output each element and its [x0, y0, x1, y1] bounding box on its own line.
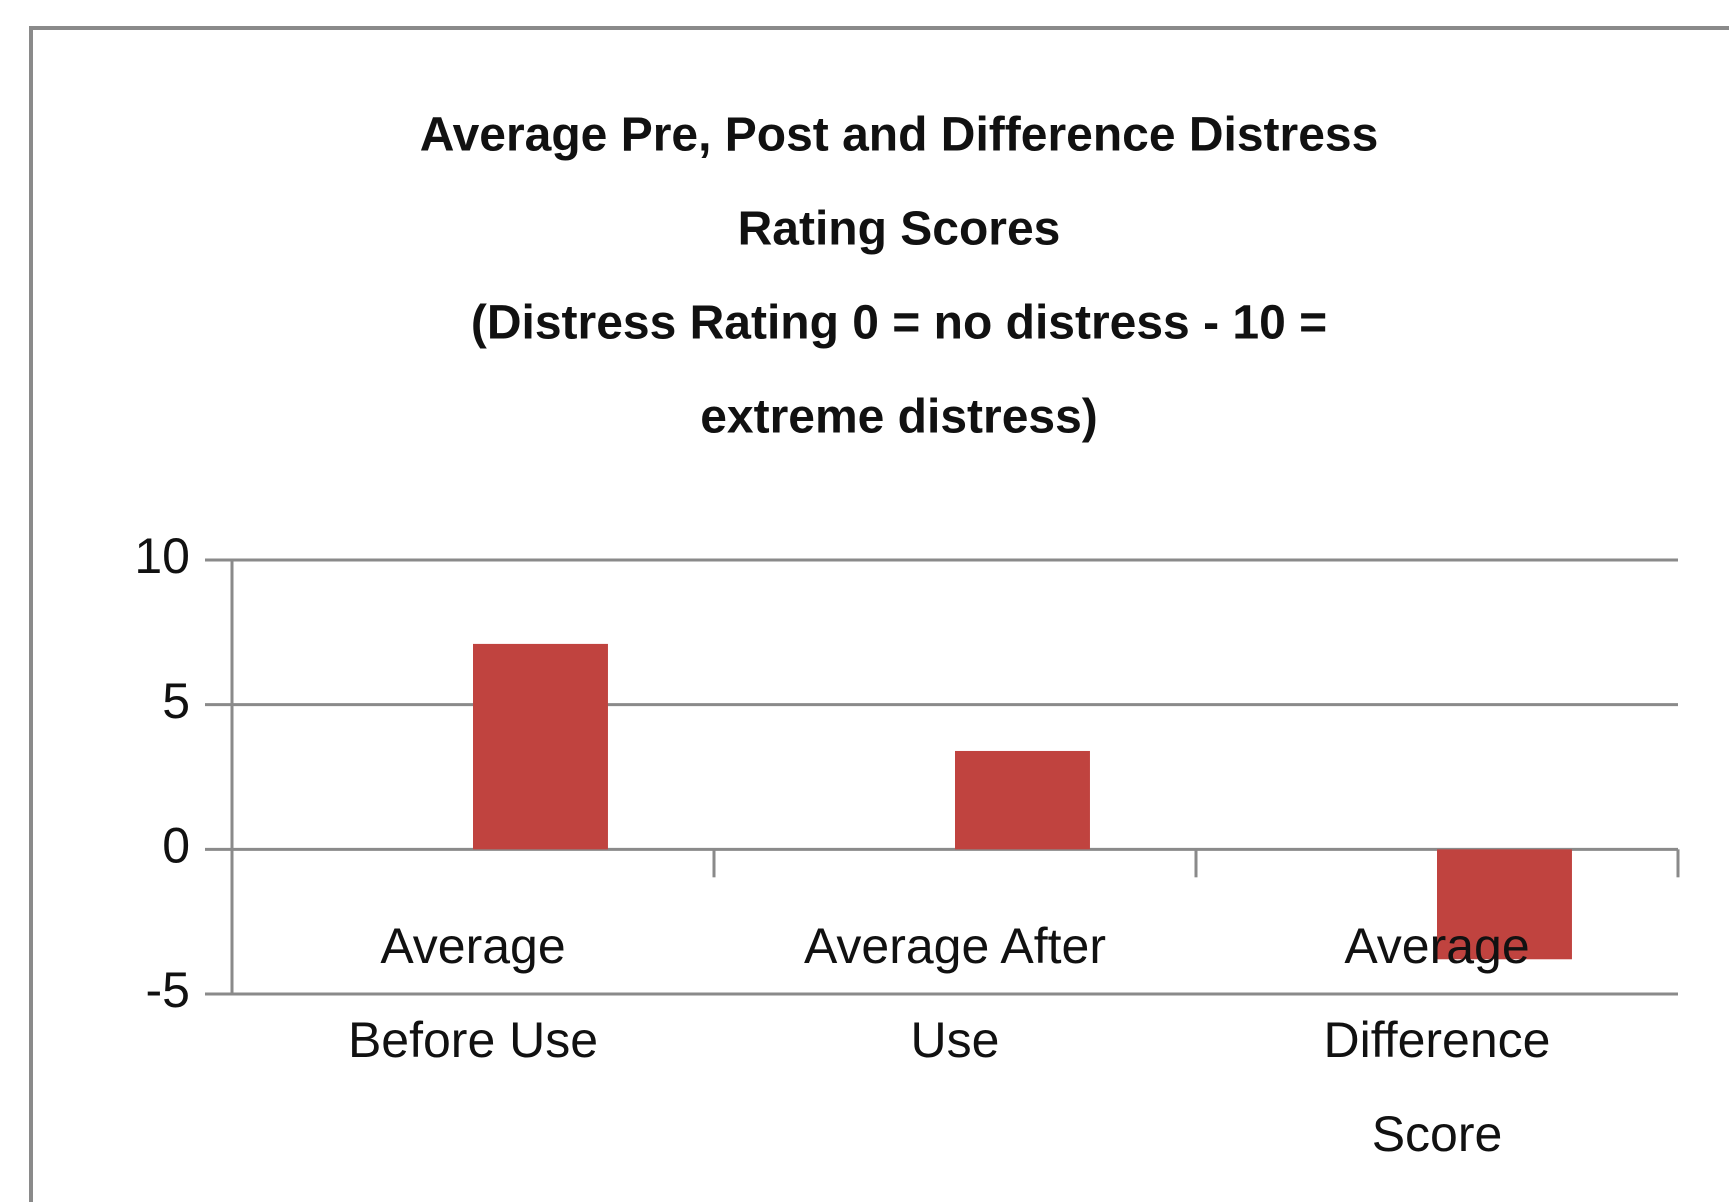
x-tick-label: Average After Use [804, 918, 1106, 1068]
chart-title: extreme distress) [700, 391, 1098, 444]
chart-title: (Distress Rating 0 = no distress - 10 = [471, 297, 1327, 350]
bar [955, 750, 1090, 850]
y-tick-label: 5 [162, 673, 190, 729]
y-tick-label: 0 [162, 818, 190, 874]
y-tick-label: 10 [134, 528, 190, 584]
chart-title: Rating Scores [738, 203, 1061, 256]
x-tick-label: Average Before Use [348, 918, 598, 1068]
bar [1437, 849, 1572, 960]
chart-frame [29, 26, 1729, 1202]
y-tick-label: -5 [146, 962, 190, 1018]
x-tick-label: Average Difference Score [1324, 918, 1551, 1162]
chart-title: Average Pre, Post and Difference Distres… [420, 109, 1379, 162]
bar [473, 643, 608, 850]
